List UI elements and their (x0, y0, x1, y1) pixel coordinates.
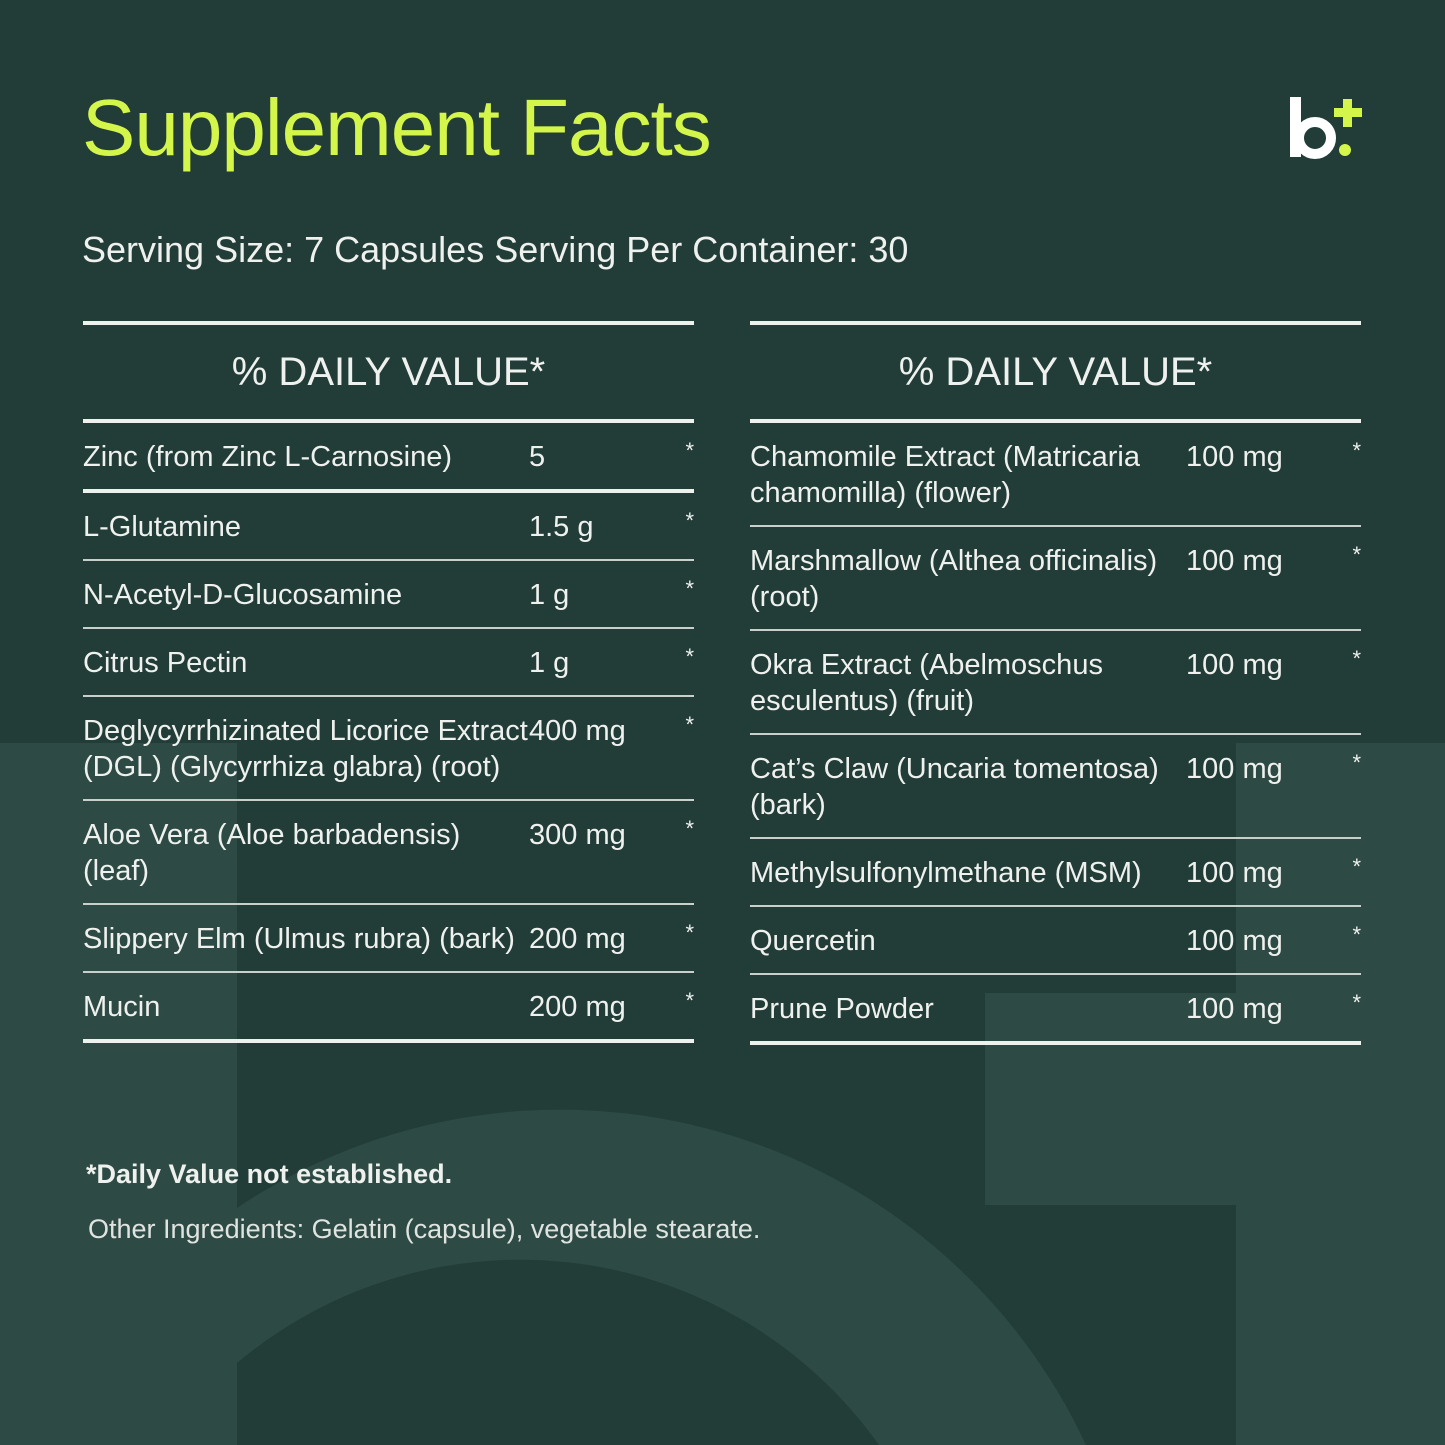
page-title: Supplement Facts (82, 83, 712, 172)
daily-value: * (685, 576, 694, 601)
ingredient-amount: 100 mg (1186, 649, 1283, 681)
table-row: Okra Extract (Abelmoschus esculentus) (f… (750, 631, 1361, 735)
ingredient-amount: 1.5 g (529, 511, 594, 543)
table-row: Slippery Elm (Ulmus rubra) (bark) 200 mg * (83, 905, 694, 973)
daily-value: * (1352, 990, 1361, 1015)
ingredient-amount: 200 mg (529, 991, 626, 1023)
ingredient-name: N-Acetyl-D-Glucosamine (83, 579, 403, 611)
ingredient-name: Citrus Pectin (83, 647, 248, 679)
daily-value: * (1352, 750, 1361, 775)
ingredient-amount: 100 mg (1186, 857, 1283, 889)
other-ingredients: Other Ingredients: Gelatin (capsule), ve… (88, 1214, 761, 1244)
daily-value: * (1352, 922, 1361, 947)
table-row: Prune Powder 100 mg * (750, 975, 1361, 1045)
table-row: Chamomile Extract (Matricaria chamomilla… (750, 423, 1361, 527)
ingredient-amount: 1 g (529, 647, 570, 679)
daily-value: * (685, 508, 694, 533)
ingredient-name: Marshmallow (Althea officinalis) (root) (750, 545, 1158, 613)
ingredient-amount: 5 (529, 441, 546, 473)
ingredient-name: Mucin (83, 991, 161, 1023)
table-header: % DAILY VALUE* (83, 321, 694, 423)
brand-logo (1290, 97, 1362, 159)
table-row: L-Glutamine 1.5 g * (83, 493, 694, 561)
ingredient-amount: 200 mg (529, 923, 626, 955)
daily-value: * (1352, 646, 1361, 671)
ingredient-name: L-Glutamine (83, 511, 241, 543)
table-header: % DAILY VALUE* (750, 321, 1361, 423)
left-facts-table: % DAILY VALUE* Zinc (from Zinc L-Carnosi… (83, 321, 694, 1043)
daily-value: * (685, 712, 694, 737)
ingredient-amount: 400 mg (529, 715, 626, 747)
ingredient-name: Aloe Vera (Aloe barbadensis) (leaf) (83, 819, 461, 887)
right-facts-table: % DAILY VALUE* Chamomile Extract (Matric… (750, 321, 1361, 1045)
table-row: Deglycyrrhizinated Licorice Extract (DGL… (83, 697, 694, 801)
ingredient-name: Methylsulfonylmethane (MSM) (750, 857, 1142, 889)
daily-value: * (1352, 438, 1361, 463)
daily-value: * (685, 988, 694, 1013)
table-row: N-Acetyl-D-Glucosamine 1 g * (83, 561, 694, 629)
daily-value: * (1352, 854, 1361, 879)
table-row: Citrus Pectin 1 g * (83, 629, 694, 697)
ingredient-name: Chamomile Extract (Matricaria chamomilla… (750, 441, 1140, 509)
ingredient-amount: 1 g (529, 579, 570, 611)
daily-value: * (1352, 542, 1361, 567)
footnote: *Daily Value not established. (86, 1159, 453, 1189)
ingredient-name: Zinc (from Zinc L-Carnosine) (83, 441, 453, 473)
ingredient-name: Slippery Elm (Ulmus rubra) (bark) (83, 923, 515, 955)
ingredient-name: Okra Extract (Abelmoschus esculentus) (f… (750, 649, 1103, 717)
table-row: Methylsulfonylmethane (MSM) 100 mg * (750, 839, 1361, 907)
table-row: Zinc (from Zinc L-Carnosine) 5 * (83, 423, 694, 493)
table-row: Aloe Vera (Aloe barbadensis) (leaf) 300 m… (83, 801, 694, 905)
ingredient-name: Deglycyrrhizinated Licorice Extract (DGL… (83, 715, 528, 783)
ingredient-amount: 100 mg (1186, 925, 1283, 957)
ingredient-name: Cat’s Claw (Uncaria tomentosa) (bark) (750, 753, 1159, 821)
serving-info: Serving Size: 7 Capsules Serving Per Con… (82, 229, 909, 270)
daily-value: * (685, 644, 694, 669)
ingredient-amount: 100 mg (1186, 545, 1283, 577)
table-row: Marshmallow (Althea officinalis) (root) 1… (750, 527, 1361, 631)
table-row: Mucin 200 mg * (83, 973, 694, 1043)
ingredient-amount: 300 mg (529, 819, 626, 851)
ingredient-amount: 100 mg (1186, 753, 1283, 785)
daily-value: * (685, 816, 694, 841)
ingredient-name: Quercetin (750, 925, 876, 957)
ingredient-amount: 100 mg (1186, 993, 1283, 1025)
table-row: Quercetin 100 mg * (750, 907, 1361, 975)
ingredient-name: Prune Powder (750, 993, 934, 1025)
ingredient-amount: 100 mg (1186, 441, 1283, 473)
table-row: Cat’s Claw (Uncaria tomentosa) (bark) 100… (750, 735, 1361, 839)
daily-value: * (685, 920, 694, 945)
daily-value: * (685, 438, 694, 463)
